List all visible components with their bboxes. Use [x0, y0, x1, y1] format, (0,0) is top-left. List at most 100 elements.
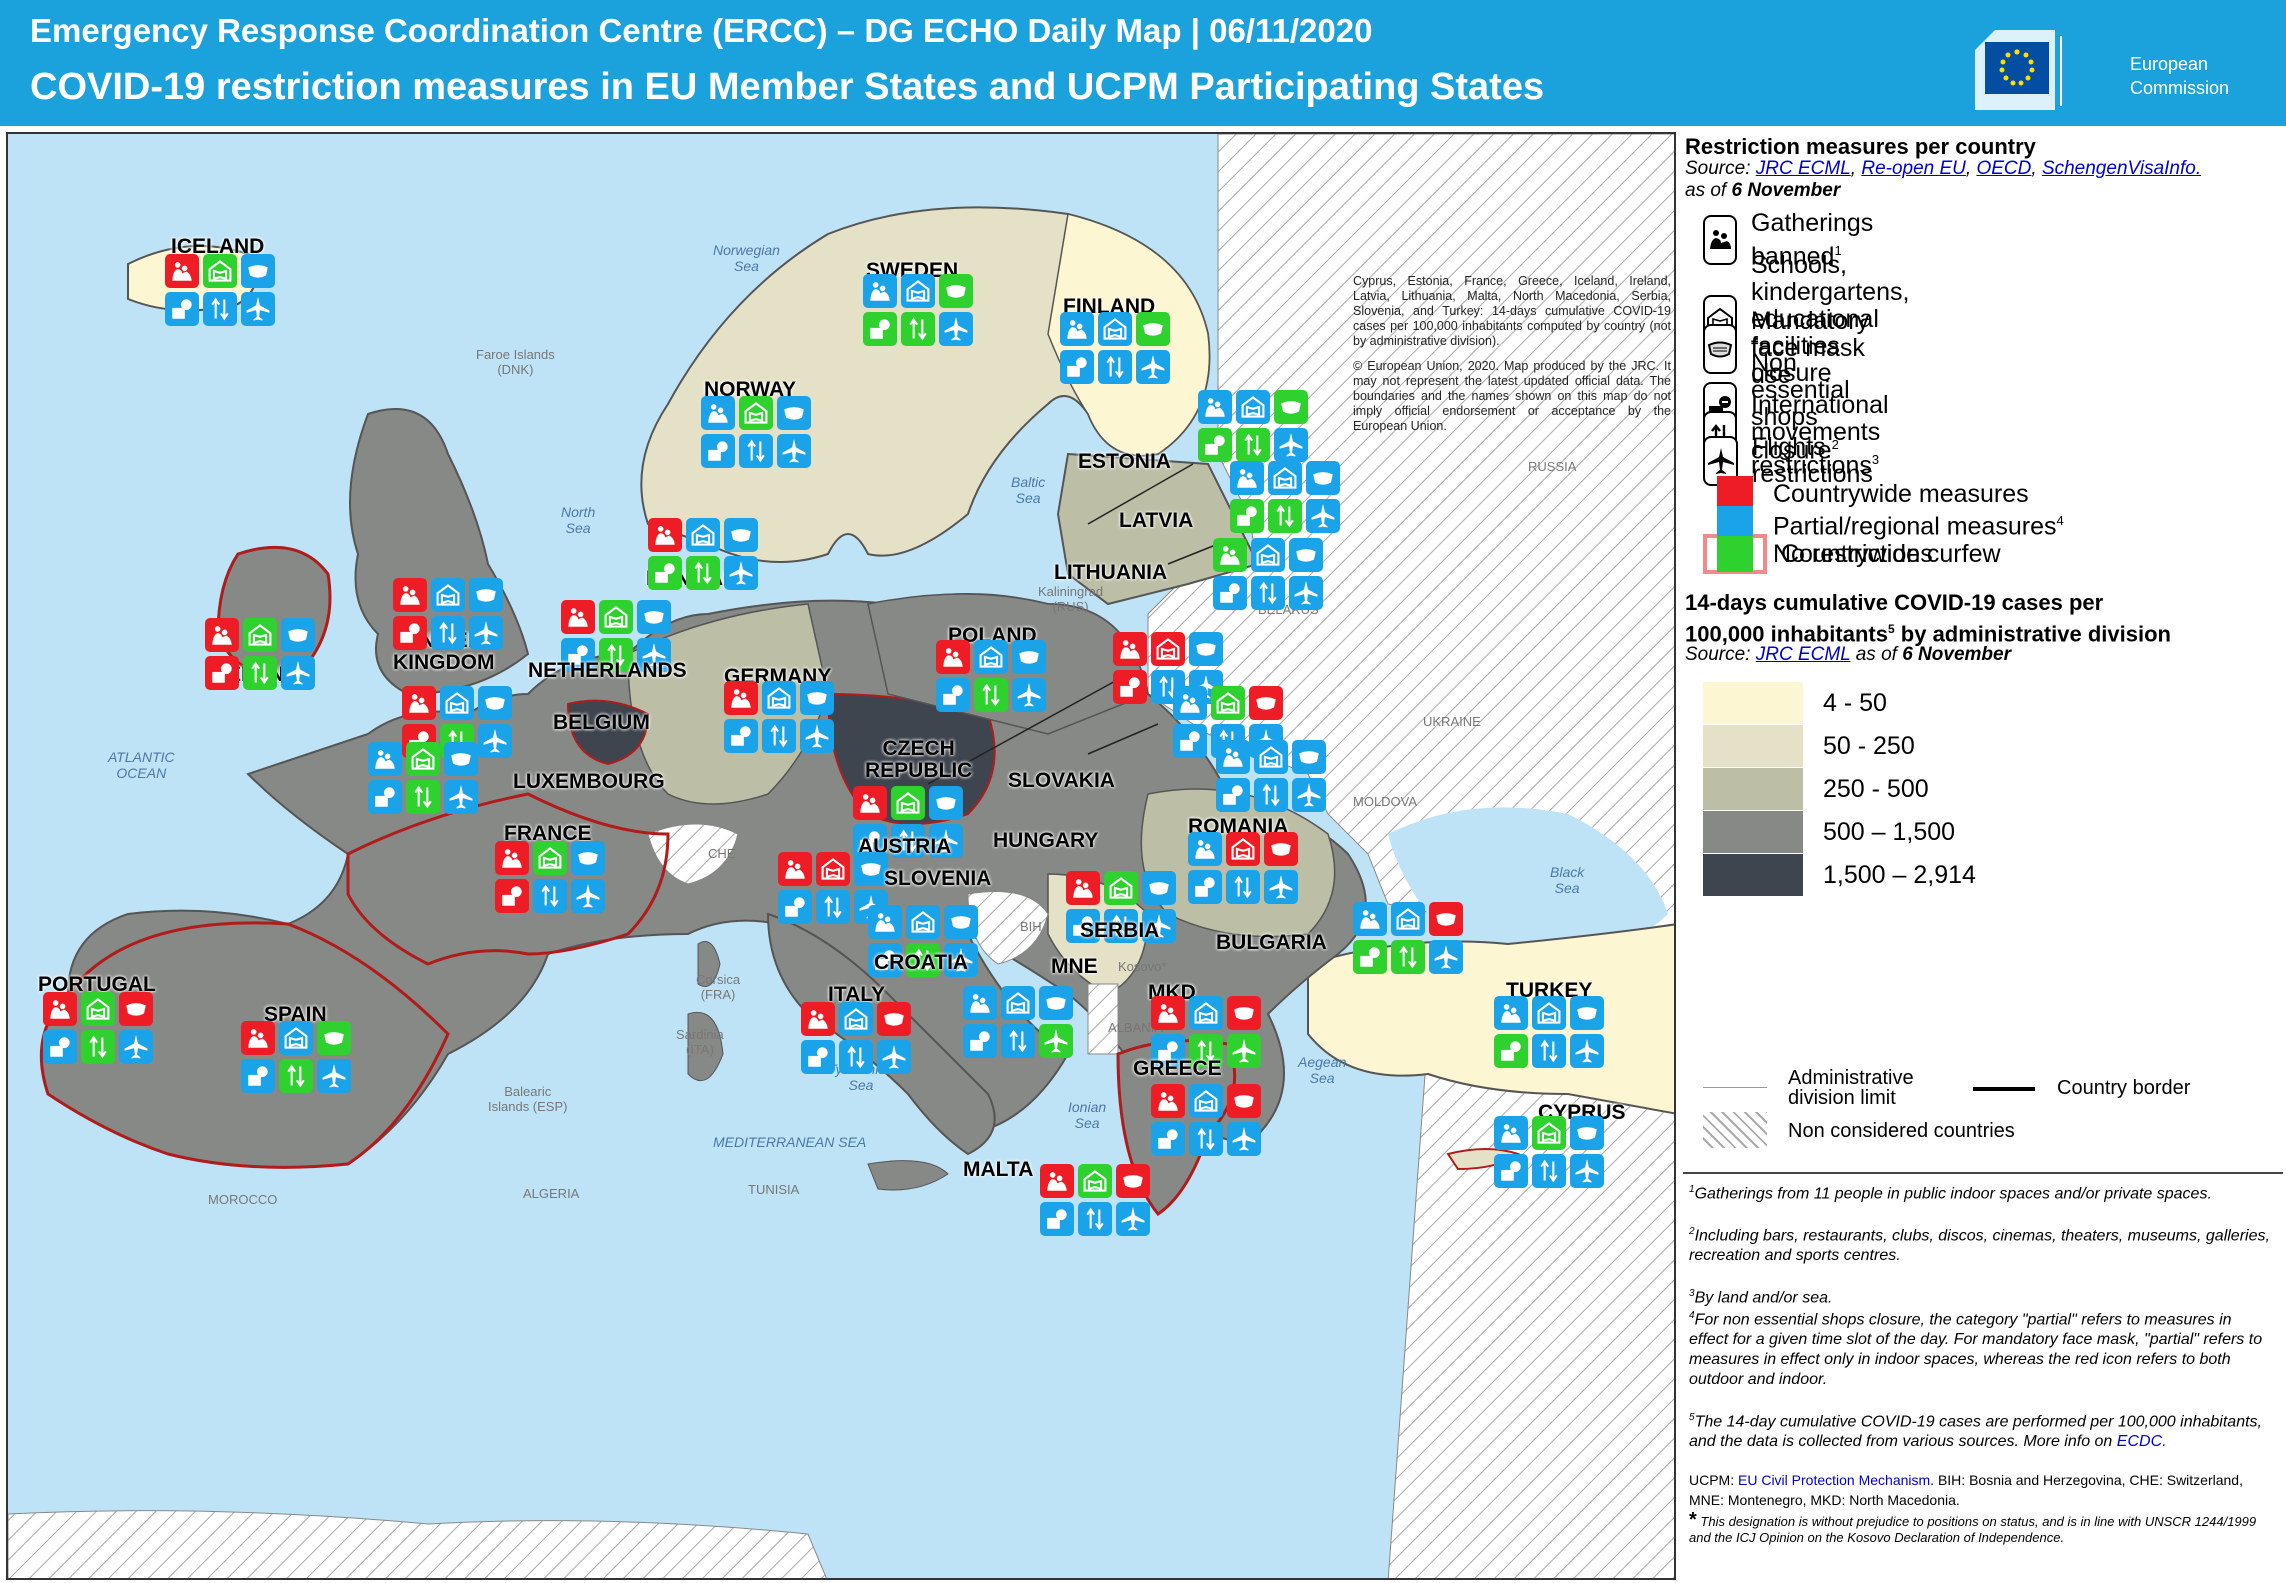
gathering-icon: [1703, 215, 1737, 266]
movement-icon: [599, 638, 633, 672]
gathering-icon: [1494, 996, 1528, 1030]
legend-measure-face-mask: Mandatory face mask use: [1703, 308, 1885, 389]
shop-icon: [205, 656, 239, 690]
face-mask-icon: [1039, 986, 1073, 1020]
plane-icon: [877, 1040, 911, 1074]
shop-icon: [1188, 870, 1222, 904]
plane-icon: [929, 824, 963, 858]
legend-measure-label: Flights restrictions: [1752, 433, 1873, 488]
country-measures-grid: [701, 396, 811, 468]
gathering-icon: [853, 786, 887, 820]
face-mask-icon: [1289, 538, 1323, 572]
country-measures-grid: [963, 986, 1073, 1058]
country-measures-grid: [868, 905, 978, 977]
cases-title-line2: 100,000 inhabitants: [1685, 621, 1888, 647]
country-measures-grid: [1213, 538, 1323, 610]
source-link-schengen[interactable]: SchengenVisaInfo.: [2041, 158, 2202, 179]
cases-source-link[interactable]: JRC ECML: [1755, 644, 1851, 665]
region-label: ALGERIA: [523, 1186, 580, 1201]
country-measures-grid: [393, 578, 503, 650]
school-icon: [1001, 986, 1035, 1020]
gathering-icon: [1173, 686, 1207, 720]
face-mask-icon: [1292, 740, 1326, 774]
shop-icon: [778, 890, 812, 924]
shop-icon: [165, 292, 199, 326]
cases-source-prefix: Source:: [1685, 644, 1751, 665]
region-label: Sardinia (ITA): [676, 1027, 724, 1057]
shop-icon: [1066, 909, 1100, 943]
school-icon: [1211, 686, 1245, 720]
plane-icon: [800, 719, 834, 753]
ucpm-link[interactable]: EU Civil Protection Mechanism: [1738, 1472, 1931, 1488]
plane-icon: [724, 556, 758, 590]
plane-icon: [1274, 428, 1308, 462]
ucpm-rest: . BIH: Bosnia and Herzegovina, CHE: Swit…: [1689, 1472, 2243, 1508]
movement-icon: [1254, 778, 1288, 812]
plane-icon: [241, 292, 275, 326]
sea-label: MEDITERRANEAN SEA: [713, 1134, 867, 1150]
movement-icon: [1532, 1154, 1566, 1188]
face-mask-icon: [571, 841, 605, 875]
shop-icon: [1213, 576, 1247, 610]
sea-label: Black Sea: [1550, 864, 1585, 896]
country-label: TURKEY: [1506, 979, 1593, 1002]
face-mask-icon: [1189, 632, 1223, 666]
country-measures-grid: [1066, 871, 1176, 943]
notes-divider: [1683, 1172, 2283, 1174]
school-icon: [599, 600, 633, 634]
movement-icon: [1251, 576, 1285, 610]
face-mask-icon: [929, 786, 963, 820]
country-label: CROATIA: [874, 951, 969, 974]
school-icon: [406, 742, 440, 776]
gathering-icon: [868, 905, 902, 939]
source-link-jrc[interactable]: JRC ECML: [1755, 158, 1851, 179]
source-link-reopen[interactable]: Re-open EU: [1861, 158, 1966, 179]
school-icon: [1532, 1116, 1566, 1150]
europe-map: Cyprus, Estonia, France, Greece, Iceland…: [6, 132, 1676, 1580]
school-icon: [1226, 832, 1260, 866]
school-icon: [816, 852, 850, 886]
school-icon: [1189, 996, 1223, 1030]
plane-icon: [1227, 1122, 1261, 1156]
shop-icon: [241, 1059, 275, 1093]
shop-icon: [1494, 1034, 1528, 1068]
face-mask-icon: [637, 600, 671, 634]
shop-icon: [393, 616, 427, 650]
country-label: MALTA: [963, 1158, 1034, 1181]
region-label: Kaliningrad (RUS): [1038, 584, 1104, 614]
plane-icon: [571, 879, 605, 913]
plane-icon: [1012, 678, 1046, 712]
country-label: SLOVENIA: [884, 867, 992, 890]
gathering-icon: [724, 681, 758, 715]
shop-icon: [495, 879, 529, 913]
region-label: BIH: [1020, 919, 1042, 934]
face-mask-icon: [444, 742, 478, 776]
legend-date-value: 6 November: [1731, 180, 1841, 201]
cases-title-sup: 5: [1887, 622, 1895, 636]
country-measures-grid: [165, 254, 275, 326]
movement-icon: [203, 292, 237, 326]
gathering-icon: [205, 618, 239, 652]
movement-icon: [1098, 350, 1132, 384]
choropleth-swatch: [1703, 768, 1803, 810]
plane-icon: [1306, 499, 1340, 533]
plane-icon: [1264, 870, 1298, 904]
movement-icon: [243, 656, 277, 690]
plane-icon: [1292, 778, 1326, 812]
ecdc-link[interactable]: ECDC: [2116, 1433, 2163, 1451]
school-icon: [839, 1002, 873, 1036]
country-label: NETHERLANDS: [528, 659, 687, 682]
gathering-icon: [1213, 538, 1247, 572]
movement-icon: [1001, 1024, 1035, 1058]
region-label: RUSSIA: [1528, 459, 1577, 474]
school-icon: [440, 686, 474, 720]
movement-icon: [891, 824, 925, 858]
sea-label: Aegean Sea: [1298, 1054, 1347, 1086]
region-label: CHE: [708, 846, 736, 861]
face-mask-icon: [1227, 1084, 1261, 1118]
source-link-oecd[interactable]: OECD: [1976, 158, 2032, 179]
shop-icon: [868, 943, 902, 977]
movement-icon: [901, 312, 935, 346]
cases-title-line1: 14-days cumulative COVID-19 cases per: [1685, 590, 2104, 615]
ec-logo: European Commission: [1975, 30, 2255, 110]
